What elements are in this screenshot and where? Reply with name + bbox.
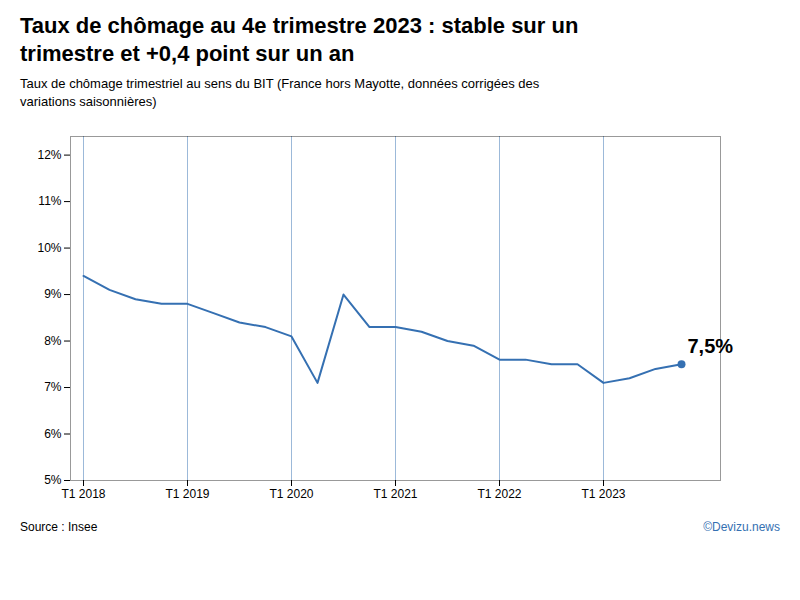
svg-text:T1 2022: T1 2022 [477, 487, 521, 501]
svg-text:12%: 12% [37, 148, 61, 162]
svg-text:7,5%: 7,5% [688, 335, 734, 357]
svg-text:T1 2019: T1 2019 [165, 487, 209, 501]
html-text:Taux de chômage trimestriel au: Taux de chômage trimestriel au sens du B… [20, 76, 540, 91]
svg-text:6%: 6% [44, 427, 62, 441]
svg-text:T1 2021: T1 2021 [373, 487, 417, 501]
svg-text:9%: 9% [44, 287, 62, 301]
svg-text:7%: 7% [44, 380, 62, 394]
html-text:trimestre et +0,4 point sur un: trimestre et +0,4 point sur un an [20, 40, 355, 66]
svg-text:T1 2018: T1 2018 [61, 487, 105, 501]
html-text:Taux de chômage au 4e trimestr: Taux de chômage au 4e trimestre 2023 : s… [20, 13, 579, 38]
svg-text:11%: 11% [38, 195, 61, 209]
html-text:variations saisonnières): variations saisonnières) [20, 93, 157, 109]
html-text:©Devizu.news: ©Devizu.news [703, 520, 780, 535]
svg-text:T1 2023: T1 2023 [581, 487, 625, 501]
svg-text:10%: 10% [37, 241, 61, 255]
svg-text:T1 2020: T1 2020 [269, 487, 313, 501]
svg-text:8%: 8% [44, 334, 62, 348]
svg-text:5%: 5% [44, 473, 62, 487]
html-text:Source : Insee: Source : Insee [20, 520, 98, 535]
